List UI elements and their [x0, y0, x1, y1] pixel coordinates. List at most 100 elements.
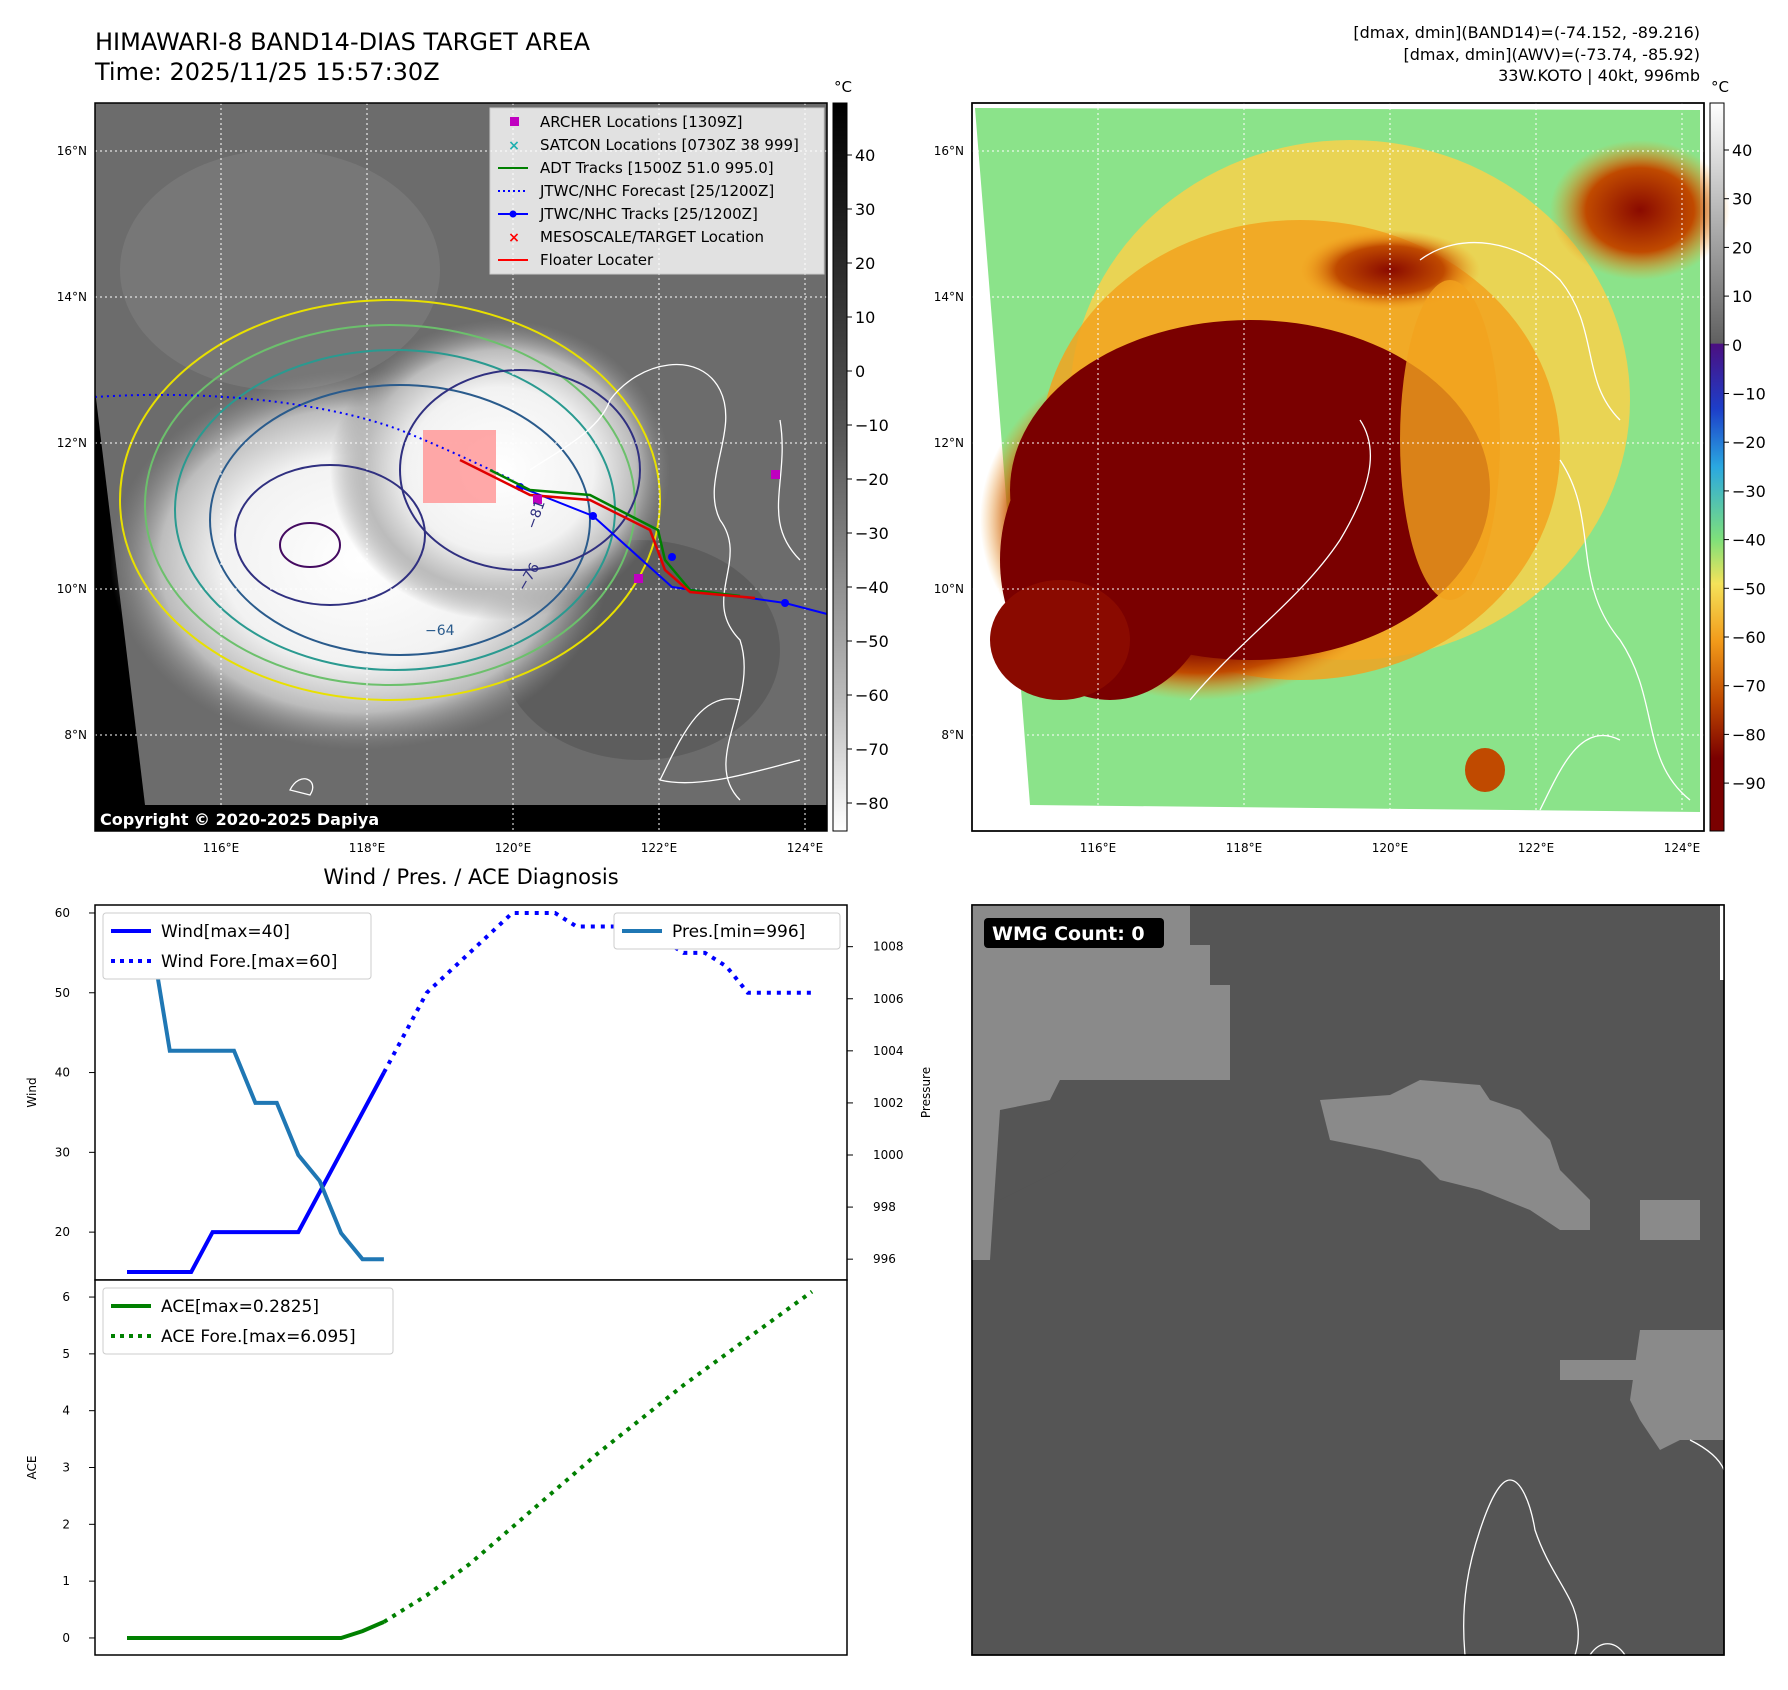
lon-label: 120°E	[495, 841, 532, 855]
figure-title: HIMAWARI-8 BAND14-DIAS TARGET AREA	[95, 28, 591, 56]
lat-label: 16°N	[934, 144, 964, 158]
y-right-tick-label: 996	[873, 1252, 896, 1266]
colorbar-tick: 0	[855, 362, 865, 381]
colorbar-tick: −50	[855, 632, 889, 651]
colorbar-tick: −30	[855, 524, 889, 543]
lat-label: 12°N	[934, 436, 964, 450]
y-tick-label: 3	[62, 1461, 70, 1475]
copyright: Copyright © 2020-2025 Dapiya	[100, 810, 379, 829]
legend-marker: ×	[508, 138, 520, 154]
legend-label: JTWC/NHC Forecast [25/1200Z]	[539, 182, 774, 200]
colorbar-tick: 20	[1732, 238, 1752, 257]
colorbar-tick: −10	[1732, 385, 1766, 404]
colorbar-tick: 10	[1732, 287, 1752, 306]
y-tick-label: 5	[62, 1347, 70, 1361]
y-tick-label: 60	[55, 906, 70, 920]
y-right-tick-label: 1004	[873, 1044, 904, 1058]
lat-label: 10°N	[934, 582, 964, 596]
colorbar-tick: 30	[1732, 190, 1752, 209]
colorbar-tick: −80	[855, 794, 889, 813]
info-awv: [dmax, dmin](AWV)=(-73.74, -85.92)	[1403, 45, 1700, 64]
colorbar-tick: −60	[855, 686, 889, 705]
colorbar-tick: −40	[855, 578, 889, 597]
y-tick-label: 6	[62, 1290, 70, 1304]
y-right-tick-label: 1002	[873, 1096, 904, 1110]
y-tick-label: 2	[62, 1517, 70, 1531]
y-right-axis-label: Pressure	[919, 1067, 933, 1118]
colorbar-tick: 40	[1732, 141, 1752, 160]
colorbar-tick: 10	[855, 308, 875, 327]
colorbar-tick: −10	[855, 416, 889, 435]
adt-track	[489, 468, 741, 598]
y-tick-label: 20	[55, 1225, 70, 1239]
y-tick-label: 40	[55, 1066, 70, 1080]
colorbar-tick: 40	[855, 146, 875, 165]
legend-item: × SATCON Locations [0730Z 38 999]	[508, 136, 799, 154]
chart-legend: Wind[max=40] Wind Fore.[max=60]	[102, 912, 372, 980]
floater-box	[423, 430, 496, 503]
legend-item: ARCHER Locations [1309Z]	[510, 113, 743, 131]
colorbar-tick: 0	[1732, 336, 1742, 355]
y-right-tick-label: 998	[873, 1200, 896, 1214]
y-axis-label: ACE	[25, 1456, 39, 1480]
lat-label: 14°N	[934, 290, 964, 304]
info-storm: 33W.KOTO | 40kt, 996mb	[1498, 66, 1700, 85]
ace-chart: 0 1 2 3 4 5 6 ACE ACE[max=0.2825] ACE Fore.[max=6…	[25, 1279, 848, 1656]
y-tick-label: 1	[62, 1574, 70, 1588]
chart-legend: ACE[max=0.2825] ACE Fore.[max=6.095]	[102, 1287, 394, 1355]
y-tick-label: 50	[55, 986, 70, 1000]
legend-label: Wind Fore.[max=60]	[161, 952, 337, 972]
legend-item: JTWC/NHC Forecast [25/1200Z]	[498, 182, 774, 200]
y-right-tick-label: 1000	[873, 1148, 904, 1162]
legend-label: ARCHER Locations [1309Z]	[540, 113, 743, 131]
legend-label: MESOSCALE/TARGET Location	[540, 228, 764, 246]
legend-label: Wind[max=40]	[161, 922, 290, 942]
wmg-count: WMG Count: 0	[992, 923, 1145, 945]
colorbar-tick: −50	[1732, 579, 1766, 598]
legend-marker: ×	[508, 230, 520, 246]
series-line	[127, 918, 384, 1262]
lon-label: 124°E	[1664, 841, 1701, 855]
lon-label: 124°E	[787, 841, 824, 855]
series-line	[382, 1289, 814, 1624]
lon-label: 122°E	[641, 841, 678, 855]
lat-label: 16°N	[57, 144, 87, 158]
colorbar-unit: °C	[1711, 78, 1729, 96]
lat-label: 14°N	[57, 290, 87, 304]
y-right-tick-label: 1006	[873, 992, 904, 1006]
y-tick-label: 30	[55, 1145, 70, 1159]
lon-label: 116°E	[1080, 841, 1117, 855]
legend-label: Pres.[min=996]	[672, 922, 805, 942]
legend-label: ACE Fore.[max=6.095]	[161, 1327, 356, 1347]
colorbar-tick: −20	[855, 470, 889, 489]
awv-map-panel	[971, 102, 1730, 832]
colorbar-tick: −80	[1732, 725, 1766, 744]
legend-label: ADT Tracks [1500Z 51.0 995.0]	[540, 159, 774, 177]
lon-label: 120°E	[1372, 841, 1409, 855]
lon-label: 118°E	[349, 841, 386, 855]
colorbar-tick: 30	[855, 200, 875, 219]
contour-label: −64	[425, 623, 455, 639]
lon-label: 118°E	[1226, 841, 1263, 855]
series-line	[127, 1620, 385, 1640]
colorbar-tick: −70	[1732, 677, 1766, 696]
lon-label: 116°E	[203, 841, 240, 855]
colorbar-tick: 20	[855, 254, 875, 273]
legend-item: ADT Tracks [1500Z 51.0 995.0]	[498, 159, 774, 177]
legend-marker	[510, 117, 519, 126]
lat-label: 8°N	[941, 728, 964, 742]
gray-colorbar: °C 40 30 20 10 0 −10 −20 −30 −40 −50 −60 −70 −80	[832, 78, 889, 832]
colorbar-tick: −60	[1732, 628, 1766, 647]
chart-legend: Pres.[min=996]	[613, 912, 841, 950]
colorbar-tick: −90	[1732, 774, 1766, 793]
series-line	[127, 1071, 386, 1274]
colorbar-tick: −30	[1732, 482, 1766, 501]
wmg-panel: WMG Count: 0	[971, 904, 1725, 1656]
lat-label: 8°N	[64, 728, 87, 742]
info-band14: [dmax, dmin](BAND14)=(-74.152, -89.216)	[1353, 23, 1700, 42]
colorbar-tick: −20	[1732, 433, 1766, 452]
legend-item: × MESOSCALE/TARGET Location	[508, 228, 764, 246]
map-legend: ARCHER Locations [1309Z] × SATCON Location…	[489, 107, 825, 275]
y-tick-label: 0	[62, 1631, 70, 1645]
diagnosis-title: Wind / Pres. / ACE Diagnosis	[323, 865, 618, 889]
